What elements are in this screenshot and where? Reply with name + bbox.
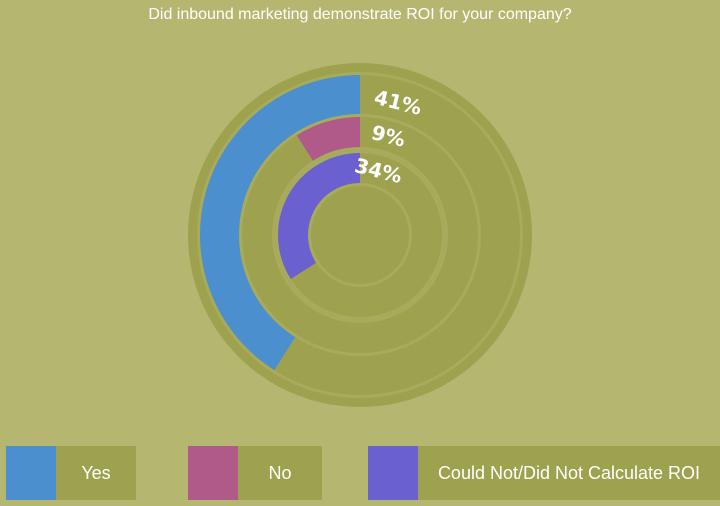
radial-chart: 41%9%34%: [188, 63, 532, 407]
legend-item-no: No: [188, 446, 322, 500]
arc-no: [296, 117, 361, 161]
legend-swatch-could-not: [368, 446, 418, 500]
legend-swatch-yes: [6, 446, 56, 500]
chart-title: Did inbound marketing demonstrate ROI fo…: [148, 6, 572, 23]
arc-yes: [200, 75, 361, 371]
arc-could-not: [278, 153, 361, 279]
legend-swatch-no: [188, 446, 238, 500]
legend-label-yes: Yes: [81, 462, 111, 483]
legend-item-yes: Yes: [6, 446, 136, 500]
legend-item-could-not: Could Not/Did Not Calculate ROI: [368, 446, 720, 500]
legend-label-could-not: Could Not/Did Not Calculate ROI: [437, 462, 701, 483]
legend-label-no: No: [268, 462, 292, 483]
